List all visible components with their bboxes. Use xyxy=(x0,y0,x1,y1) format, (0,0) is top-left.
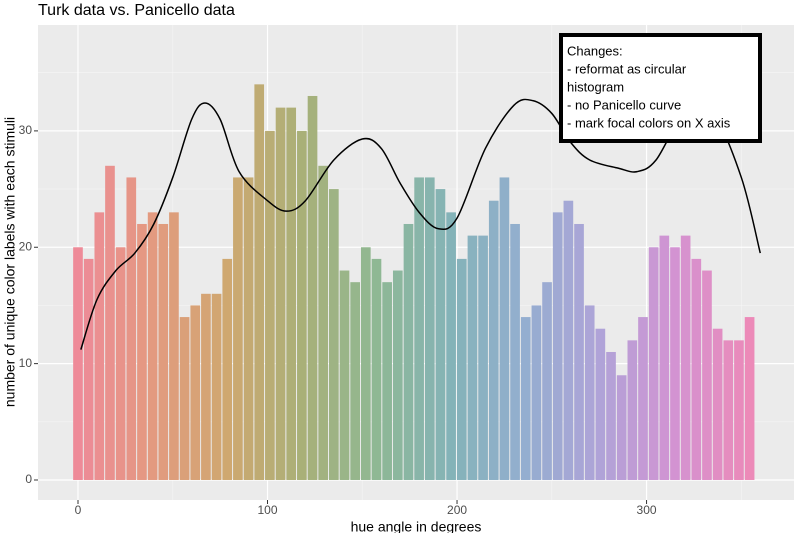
chart-title: Turk data vs. Panicello data xyxy=(38,2,235,19)
ticks: 0 100 200 300 0 10 20 30 xyxy=(19,123,657,517)
bar xyxy=(403,223,414,480)
bar xyxy=(115,247,126,480)
bar xyxy=(211,293,222,480)
bar xyxy=(702,270,712,480)
bar xyxy=(606,351,616,480)
x-tick-label: 300 xyxy=(637,503,657,517)
bar xyxy=(456,258,467,480)
annotation-box xyxy=(559,33,762,143)
bar xyxy=(105,165,115,480)
y-tick-label: 10 xyxy=(19,356,33,370)
bar xyxy=(424,177,435,480)
bar xyxy=(478,235,488,480)
bar xyxy=(201,293,211,480)
bar xyxy=(563,200,574,480)
bar xyxy=(467,235,478,480)
bar xyxy=(243,177,254,480)
annotation-line: - mark focal colors on X axis xyxy=(567,115,731,130)
bar xyxy=(520,317,531,480)
bar xyxy=(595,328,606,480)
bar xyxy=(627,340,638,480)
bar xyxy=(414,177,424,480)
bar xyxy=(83,258,94,480)
bar xyxy=(222,258,233,480)
bar xyxy=(488,200,499,480)
bar xyxy=(73,247,83,480)
bar xyxy=(169,212,179,480)
y-tick-label: 20 xyxy=(19,239,33,253)
bar xyxy=(734,340,744,480)
bar xyxy=(659,235,670,480)
bar xyxy=(510,223,520,480)
bar xyxy=(126,177,137,480)
x-tick-label: 100 xyxy=(257,503,277,517)
x-axis-title: hue angle in degrees xyxy=(351,519,482,533)
annotation-line: Changes: xyxy=(567,43,623,58)
bar xyxy=(499,177,510,480)
bar xyxy=(382,282,392,480)
annotation: Changes: - reformat as circular histogram -… xyxy=(559,33,762,143)
density-curve xyxy=(80,98,761,350)
bar xyxy=(286,107,297,480)
bar xyxy=(190,305,201,480)
bar xyxy=(723,340,734,480)
bar xyxy=(233,177,243,480)
bar xyxy=(744,317,755,480)
bar xyxy=(648,247,659,480)
bar xyxy=(680,235,691,480)
annotation-line: - no Panicello curve xyxy=(567,97,681,112)
bar xyxy=(307,95,318,480)
bar xyxy=(265,130,275,480)
bar xyxy=(638,317,648,480)
bar xyxy=(542,282,552,480)
bar xyxy=(712,328,723,480)
annotation-line: histogram xyxy=(567,79,624,94)
bar xyxy=(94,212,105,480)
bar xyxy=(297,130,307,480)
bar xyxy=(371,258,382,480)
bar xyxy=(360,247,371,480)
bar xyxy=(531,305,542,480)
bars xyxy=(73,84,755,480)
bar xyxy=(147,212,158,480)
x-tick-label: 0 xyxy=(75,503,82,517)
bar xyxy=(616,375,627,480)
bar xyxy=(179,317,190,480)
bar xyxy=(275,107,286,480)
x-tick-label: 200 xyxy=(447,503,467,517)
bar xyxy=(691,258,702,480)
bar xyxy=(552,212,563,480)
bar xyxy=(392,270,403,480)
bar xyxy=(435,189,446,480)
annotation-line: - reformat as circular xyxy=(567,61,687,76)
y-tick-label: 0 xyxy=(25,472,32,486)
bar xyxy=(137,223,147,480)
bar xyxy=(584,305,595,480)
curve-layer xyxy=(80,98,761,350)
bar xyxy=(670,247,680,480)
y-tick-label: 30 xyxy=(19,123,33,137)
bar xyxy=(318,165,329,480)
bar xyxy=(254,84,265,480)
bar xyxy=(329,189,339,480)
bar xyxy=(446,212,456,480)
bar xyxy=(574,223,584,480)
y-axis-title: number of unique color labels with each … xyxy=(2,117,18,407)
bar xyxy=(339,270,350,480)
bar xyxy=(158,223,169,480)
bar xyxy=(350,282,360,480)
